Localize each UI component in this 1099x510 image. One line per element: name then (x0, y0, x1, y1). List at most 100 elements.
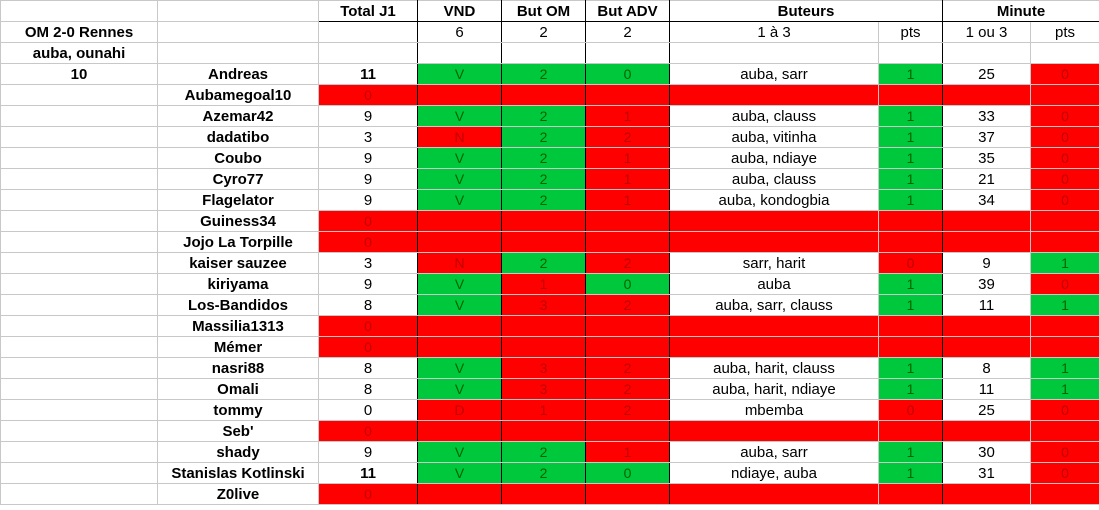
minute-cell: 31 (942, 462, 1031, 484)
absent-cell (585, 231, 670, 253)
header-empty (157, 0, 319, 22)
table-row: nasri88 8 V 3 2 auba, harit, clauss 1 8 1 (0, 357, 1099, 379)
vnd-cell: V (417, 63, 502, 85)
player-name: Flagelator (157, 189, 319, 211)
player-name: nasri88 (157, 357, 319, 379)
empty-cell (0, 84, 158, 106)
absent-cell (585, 315, 670, 337)
minute-pts-cell: 0 (1029, 168, 1099, 190)
total-cell: 0 (318, 483, 418, 505)
player-name: Guiness34 (157, 210, 319, 232)
buteurs-pts-cell: 0 (878, 252, 943, 274)
buteurs-cell: auba, harit, ndiaye (669, 378, 879, 400)
absent-cell (501, 84, 586, 106)
empty-cell (0, 315, 158, 337)
empty-cell (0, 336, 158, 358)
absent-cell (585, 84, 670, 106)
empty-cell (0, 168, 158, 190)
empty-cell (0, 105, 158, 127)
absent-cell (669, 210, 879, 232)
total-cell: 0 (318, 210, 418, 232)
empty-cell (0, 462, 158, 484)
player-name: Massilia1313 (157, 315, 319, 337)
absent-cell (501, 210, 586, 232)
header-empty (0, 0, 158, 22)
minute-pts-cell: 1 (1029, 378, 1099, 400)
player-name: dadatibo (157, 126, 319, 148)
subheader-buteurs-pts: pts (878, 21, 943, 43)
player-name: Omali (157, 378, 319, 400)
minute-cell: 25 (942, 63, 1031, 85)
buteurs-cell: auba, sarr, clauss (669, 294, 879, 316)
table-row: Guiness34 0 (0, 210, 1099, 232)
but-adv-cell: 2 (585, 126, 670, 148)
table-row: dadatibo 3 N 2 2 auba, vitinha 1 37 0 (0, 126, 1099, 148)
table-row: Jojo La Torpille 0 (0, 231, 1099, 253)
absent-cell (878, 210, 943, 232)
absent-cell (585, 420, 670, 442)
total-cell: 8 (318, 294, 418, 316)
absent-cell (1029, 483, 1099, 505)
buteurs-pts-cell: 1 (878, 105, 943, 127)
buteurs-cell: mbemba (669, 399, 879, 421)
but-om-cell: 2 (501, 126, 586, 148)
absent-cell (942, 336, 1031, 358)
minute-cell: 33 (942, 105, 1031, 127)
empty-cell (0, 126, 158, 148)
subheader-empty (157, 21, 319, 43)
but-om-cell: 2 (501, 105, 586, 127)
player-name: Azemar42 (157, 105, 319, 127)
absent-cell (942, 315, 1031, 337)
total-cell: 11 (318, 63, 418, 85)
minute-pts-cell: 0 (1029, 189, 1099, 211)
absent-cell (942, 483, 1031, 505)
vnd-cell: V (417, 147, 502, 169)
vnd-cell: V (417, 357, 502, 379)
player-name: tommy (157, 399, 319, 421)
minute-cell: 11 (942, 294, 1031, 316)
but-om-cell: 2 (501, 63, 586, 85)
minute-cell: 39 (942, 273, 1031, 295)
total-cell: 9 (318, 168, 418, 190)
total-cell: 0 (318, 420, 418, 442)
vnd-cell: N (417, 252, 502, 274)
but-adv-cell: 1 (585, 147, 670, 169)
table-row: Stanislas Kotlinski 11 V 2 0 ndiaye, auba 1 31 0 (0, 462, 1099, 484)
minute-pts-cell: 0 (1029, 126, 1099, 148)
empty-cell (0, 210, 158, 232)
reference-scorers-row: auba, ounahi (0, 42, 1099, 64)
subheader-minute-pts: pts (1029, 21, 1099, 43)
buteurs-pts-cell: 1 (878, 357, 943, 379)
but-om-cell: 2 (501, 441, 586, 463)
but-om-cell: 1 (501, 273, 586, 295)
absent-cell (942, 210, 1031, 232)
absent-cell (417, 210, 502, 232)
table-row: Omali 8 V 3 2 auba, harit, ndiaye 1 11 1 (0, 378, 1099, 400)
subheader-minute-points: 1 ou 3 (942, 21, 1031, 43)
vnd-cell: V (417, 378, 502, 400)
vnd-cell: D (417, 399, 502, 421)
total-cell: 9 (318, 273, 418, 295)
minute-pts-cell: 0 (1029, 147, 1099, 169)
total-cell: 11 (318, 462, 418, 484)
absent-cell (585, 336, 670, 358)
header-row: Total J1 VND But OM But ADV Buteurs Minu… (0, 0, 1099, 22)
minute-cell: 30 (942, 441, 1031, 463)
table-row: Los-Bandidos 8 V 3 2 auba, sarr, clauss 1 11 1 (0, 294, 1099, 316)
absent-cell (669, 315, 879, 337)
minute-cell: 25 (942, 399, 1031, 421)
absent-cell (942, 231, 1031, 253)
subheader-but-om-points: 2 (501, 21, 586, 43)
absent-cell (942, 84, 1031, 106)
minute-pts-cell: 1 (1029, 294, 1099, 316)
buteurs-cell: auba, kondogbia (669, 189, 879, 211)
vnd-cell: V (417, 441, 502, 463)
but-adv-cell: 1 (585, 189, 670, 211)
minute-pts-cell: 1 (1029, 252, 1099, 274)
empty-cell (0, 294, 158, 316)
player-name: Jojo La Torpille (157, 231, 319, 253)
but-adv-cell: 2 (585, 252, 670, 274)
table-row: tommy 0 D 1 2 mbemba 0 25 0 (0, 399, 1099, 421)
empty-cell (0, 231, 158, 253)
but-om-cell: 3 (501, 357, 586, 379)
